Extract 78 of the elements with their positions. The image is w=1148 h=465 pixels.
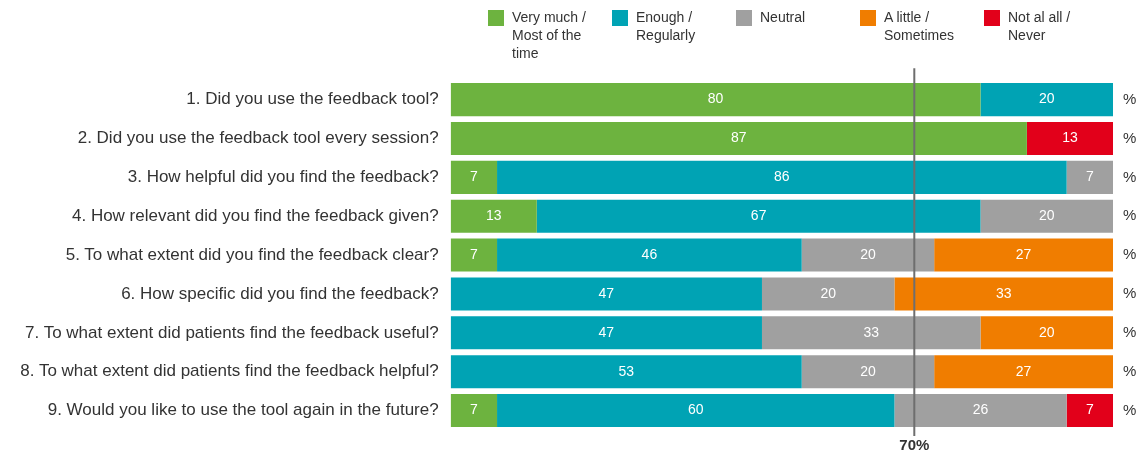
legend-label: Very much / Most of the time [512,8,587,62]
data-label: 7 [1085,168,1094,185]
text: % [1123,361,1137,379]
ref-line-label: 70% [899,435,930,453]
data-label: 80 [707,90,724,107]
y-tick-label: 7. To what extent did patients find the feedback useful? [25,322,439,342]
bar [536,199,981,233]
data-label: 20 [1038,90,1055,107]
bar [450,277,762,311]
data-label: 60 [687,401,704,418]
text: % [1123,284,1137,302]
bar [450,394,498,428]
data-label: 7 [469,168,478,185]
data-label: 20 [1038,323,1055,340]
legend-label: Neutral [760,8,807,26]
text: % [1123,128,1137,146]
legend-label: Not al all / Never [1008,8,1072,44]
y-tick-label: 2. Did you use the feedback tool every session? [77,128,439,148]
data-label: 27 [1015,245,1032,262]
y-tick-label: 3. How helpful did you find the feedback? [127,167,439,187]
bar [450,83,981,117]
y-tick-label: 5. To what extent did you find the feedback clear? [65,244,439,264]
data-label: 47 [598,323,615,340]
text: % [1123,206,1137,224]
bar [894,277,1113,311]
y-tick-label: 9. Would you like to use the tool again in the future? [47,400,439,420]
bar [497,160,1067,194]
y-tick-label: 4. How relevant did you find the feedback given? [71,205,439,225]
y-tick-label: 8. To what extent did patients find the feedback helpful? [20,361,439,381]
bar [1066,160,1113,194]
bar [450,355,802,389]
bar [450,160,498,194]
bar [801,355,935,389]
data-label: 13 [485,207,502,224]
bar [934,238,1113,272]
bar [450,199,537,233]
text: % [1123,89,1137,107]
data-label: 20 [820,284,837,301]
data-label: 86 [774,168,790,185]
data-label: 53 [618,362,635,379]
bar [497,394,895,428]
data-label: 47 [598,284,615,301]
bar [1026,121,1113,156]
bar [761,277,895,311]
data-label: 20 [1038,207,1055,224]
bar [980,199,1113,233]
y-tick-label: 1. Did you use the feedback tool? [186,89,439,109]
bar [450,238,498,272]
bar [1066,394,1113,428]
bar [894,394,1067,428]
data-label: 13 [1062,129,1078,146]
data-label: 7 [1085,401,1094,418]
bar [450,121,1027,156]
data-label: 33 [995,284,1012,301]
data-label: 7 [469,245,478,262]
data-label: 26 [972,401,989,418]
data-label: 33 [863,323,880,340]
data-label: 7 [469,401,478,418]
bar [934,355,1113,389]
legend-label: Enough / Regularly [636,8,697,44]
legend-label: A little / Sometimes [884,8,956,44]
bar [980,316,1113,350]
bar [980,83,1113,117]
data-label: 27 [1015,362,1032,379]
y-tick-label: 6. How specific did you find the feedback? [121,283,439,303]
bar [761,316,981,350]
bar [450,316,762,350]
text: % [1123,322,1137,340]
text: % [1123,167,1137,185]
bar [801,238,935,272]
data-label: 67 [750,207,767,224]
data-label: 46 [641,245,658,262]
data-label: 20 [860,245,876,262]
text: % [1123,245,1137,263]
text: % [1123,400,1137,418]
data-label: 87 [731,129,747,146]
bar [497,238,802,272]
data-label: 20 [860,362,876,379]
